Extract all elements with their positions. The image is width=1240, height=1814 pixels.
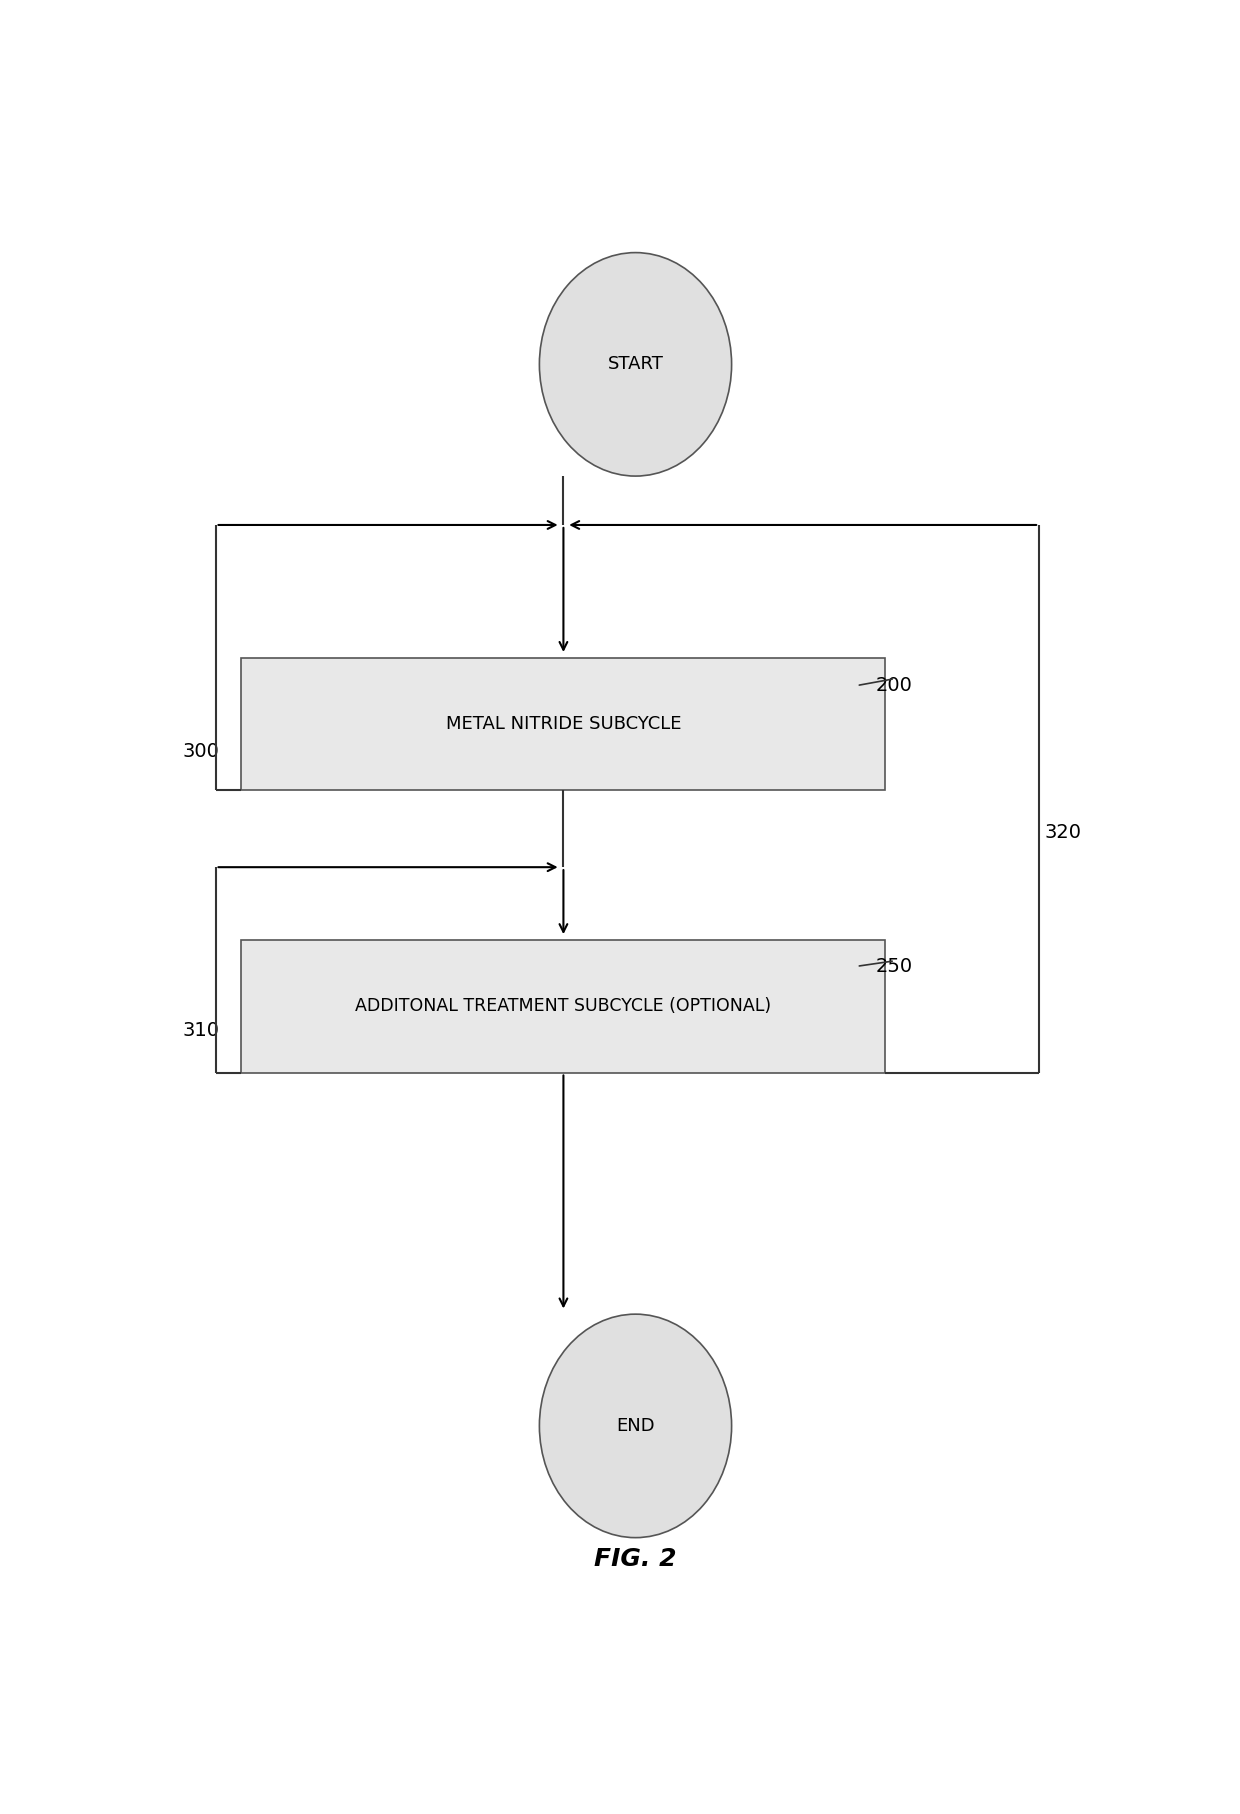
Text: ADDITONAL TREATMENT SUBCYCLE (OPTIONAL): ADDITONAL TREATMENT SUBCYCLE (OPTIONAL) — [356, 998, 771, 1016]
FancyBboxPatch shape — [242, 940, 885, 1072]
Text: 310: 310 — [182, 1021, 219, 1039]
FancyBboxPatch shape — [242, 658, 885, 791]
Text: END: END — [616, 1417, 655, 1435]
Text: 300: 300 — [182, 742, 219, 760]
Text: FIG. 2: FIG. 2 — [594, 1547, 677, 1571]
Ellipse shape — [539, 1313, 732, 1538]
Text: 320: 320 — [1044, 824, 1081, 842]
Text: START: START — [608, 356, 663, 374]
Text: 250: 250 — [875, 956, 913, 976]
Ellipse shape — [539, 252, 732, 475]
Text: METAL NITRIDE SUBCYCLE: METAL NITRIDE SUBCYCLE — [445, 715, 681, 733]
Text: 200: 200 — [875, 677, 913, 695]
